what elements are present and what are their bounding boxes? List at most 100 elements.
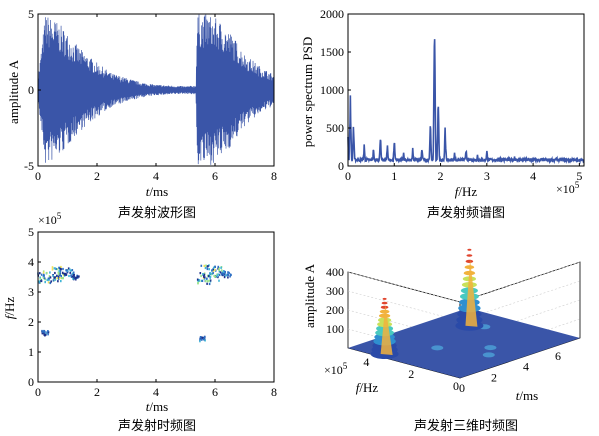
surface3d-peak-spike: [465, 258, 478, 327]
timefreq-x-axis-var: t: [146, 399, 150, 414]
timefreq-cell: [59, 277, 61, 280]
timefreq-cell: [206, 274, 209, 277]
waveform-y-tick-label: -5: [24, 159, 34, 173]
surface3d-peak-layer: [467, 248, 472, 251]
timefreq-cell: [218, 273, 221, 277]
surface3d-peak-layer: [465, 259, 474, 263]
timefreq-cell: [206, 282, 208, 285]
timefreq-cell: [46, 271, 48, 275]
timefreq-cell: [201, 279, 204, 282]
timefreq-cell: [59, 271, 61, 275]
timefreq-cell: [226, 273, 229, 276]
waveform-caption: 声发射波形图: [118, 205, 196, 221]
timefreq-cell: [64, 273, 66, 276]
timefreq-x-tick-label: 2: [94, 385, 100, 399]
timefreq-cell: [205, 264, 207, 267]
timefreq-cell: [71, 272, 74, 275]
timefreq-cell: [46, 331, 48, 334]
timefreq-cell: [47, 281, 50, 284]
timefreq-cell: [204, 279, 207, 283]
timefreq-cell: [60, 275, 62, 278]
timefreq-cell: [220, 269, 223, 272]
timefreq-cell: [62, 267, 64, 271]
timefreq-cell: [78, 275, 80, 278]
timefreq-cell: [218, 270, 221, 273]
timefreq-cell: [69, 268, 71, 271]
timefreq-cell: [212, 266, 215, 269]
timefreq-x-tick-label: 6: [212, 385, 218, 399]
spectrum-y-tick-label: 1500: [320, 45, 344, 59]
timefreq-cell: [197, 280, 199, 283]
waveform-x-tick-label: 4: [153, 169, 159, 183]
spectrum-x-mult-base: ×10: [556, 182, 575, 196]
timefreq-cell: [56, 274, 58, 277]
timefreq-cell: [209, 279, 212, 282]
surface3d-peak-spike: [380, 304, 393, 355]
spectrum-y-tick-label: 2000: [320, 7, 344, 21]
spectrum-panel: 0 1 2 3 4 5 0 500 1000 1500 2000 power spectrum PS…: [300, 7, 585, 221]
timefreq-cell: [224, 272, 226, 275]
surface3d-ticks: 100 200 300 400 0 2 4 6 4 2 0: [326, 265, 561, 395]
timefreq-cell: [69, 271, 71, 274]
timefreq-cell: [47, 330, 49, 333]
timefreq-cell: [200, 274, 202, 278]
surface3d-z-tick-label: 400: [326, 265, 344, 279]
timefreq-cell: [72, 277, 74, 280]
surface3d-z-tick-label: 300: [326, 284, 344, 298]
timefreq-cell: [201, 337, 204, 340]
surface3d-z-gridline: [347, 261, 581, 303]
timefreq-cell: [44, 281, 46, 284]
timefreq-cell: [48, 278, 50, 282]
timefreq-cell: [43, 329, 45, 333]
timefreq-cell: [202, 273, 204, 276]
surface3d-z-axis-label: amplitude A: [302, 263, 317, 328]
timefreq-cell: [75, 278, 77, 281]
timefreq-cell: [204, 276, 206, 279]
timefreq-cell: [214, 268, 216, 271]
timefreq-cell: [63, 274, 65, 277]
spectrum-line: [347, 39, 585, 165]
timefreq-cell: [218, 268, 220, 272]
timefreq-caption: 声发射时频图: [118, 418, 196, 434]
surface3d-z-tick-label: 100: [326, 322, 344, 336]
timefreq-cell: [50, 280, 52, 283]
timefreq-cell: [218, 279, 220, 282]
timefreq-cell: [206, 277, 208, 280]
waveform-series: [37, 14, 275, 165]
surface3d-f-mult-exp: 5: [343, 361, 348, 371]
surface3d-t-axis-var: t: [516, 388, 520, 403]
spectrum-x-axis-unit: /Hz: [458, 184, 477, 199]
surface3d-f-tick-label: 4: [363, 355, 369, 369]
timefreq-cell: [61, 277, 63, 280]
timefreq-cell: [71, 275, 74, 278]
waveform-x-tick-label: 2: [94, 169, 100, 183]
timefreq-cell: [203, 338, 205, 341]
waveform-x-axis-label: t/ms: [146, 184, 168, 199]
spectrum-x-axis-var: f: [455, 184, 461, 199]
timefreq-cell: [62, 277, 64, 280]
timefreq-cell: [199, 336, 202, 339]
surface3d-peak-layer: [464, 265, 475, 270]
timefreq-cell: [57, 277, 60, 280]
surface3d-f-mult-base: ×10: [324, 363, 343, 377]
surface3d-z-gridline: [347, 280, 581, 322]
timefreq-cell: [52, 279, 55, 282]
spectrum-x-tick-label: 2: [438, 169, 444, 183]
timefreq-cell: [52, 274, 54, 277]
timefreq-cell: [54, 271, 56, 275]
timefreq-cell: [53, 276, 55, 279]
timefreq-cell: [51, 268, 54, 271]
timefreq-series: [37, 264, 232, 343]
timefreq-cell: [219, 271, 222, 274]
surface3d-series: [370, 248, 497, 359]
timefreq-cell: [59, 267, 61, 270]
surface3d-t-tick-label: 4: [523, 360, 529, 374]
surface3d-peak-layer: [466, 254, 473, 257]
timefreq-cell: [209, 276, 211, 279]
timefreq-cell: [43, 273, 45, 276]
timefreq-cell: [200, 264, 203, 267]
waveform-y-tick-label: 0: [28, 83, 34, 97]
timefreq-y-tick-label: 1: [28, 345, 34, 359]
timefreq-cell: [43, 332, 45, 335]
